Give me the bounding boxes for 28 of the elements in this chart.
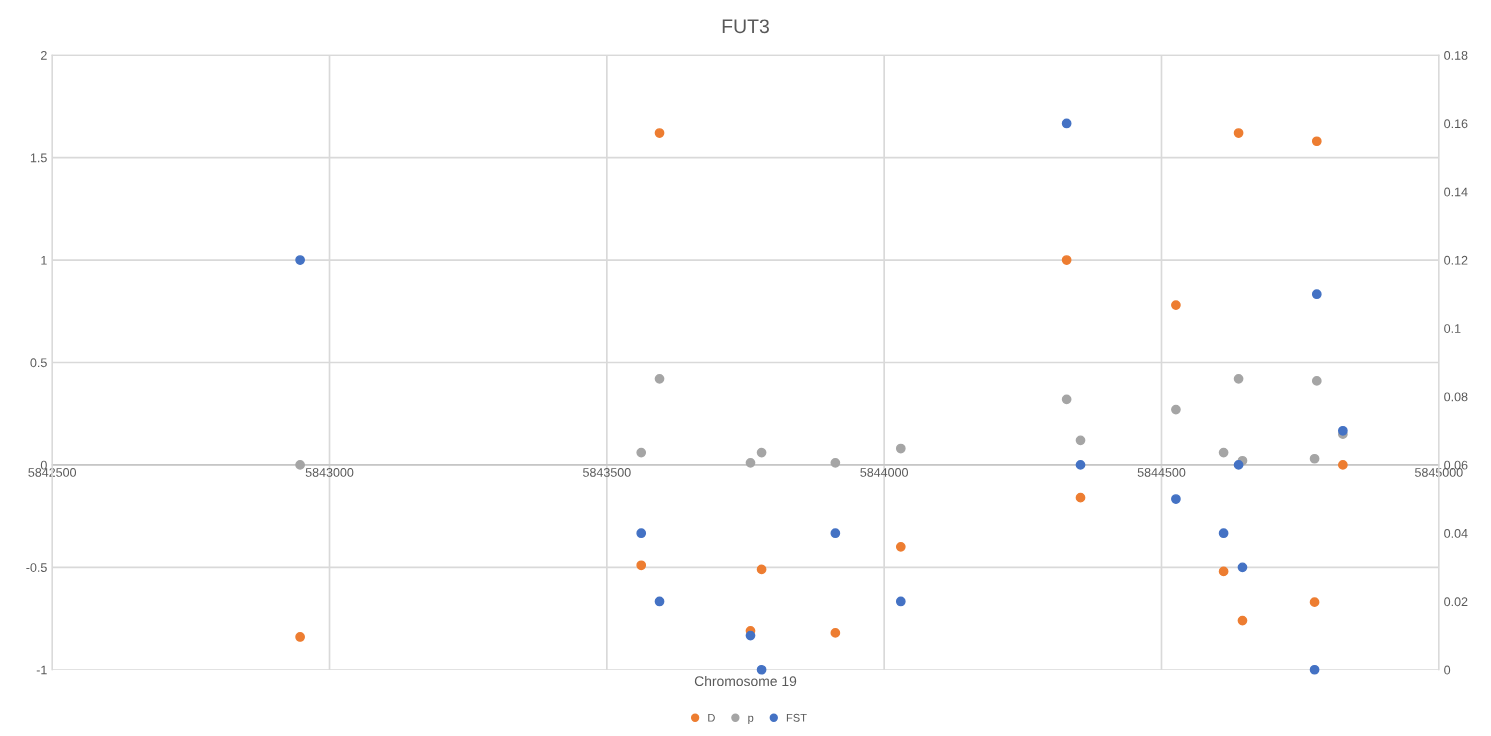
- y-tick-label: 0: [40, 460, 47, 470]
- y2-tick-label: 0.16: [1444, 119, 1468, 129]
- y2-tick-label: 0: [1444, 665, 1451, 675]
- y-tick-label: 2: [41, 51, 47, 60]
- x-tick-label: 5844500: [1137, 468, 1186, 477]
- y-tick-label: -1: [36, 665, 47, 675]
- y2-tick-label: 0.12: [1444, 255, 1468, 265]
- y2-tick-label: 0.18: [1444, 51, 1468, 60]
- y2-tick-label: 0.08: [1444, 392, 1468, 402]
- y-tick-label: 0.5: [30, 358, 47, 368]
- y2-tick-label: 0.02: [1444, 597, 1468, 607]
- legend-label: FST: [786, 713, 807, 722]
- y-tick-label: 1.5: [30, 153, 47, 163]
- y2-tick-label: 0.06: [1444, 460, 1468, 470]
- legend-label: D: [708, 713, 715, 722]
- y2-tick-label: 0.14: [1444, 187, 1468, 197]
- y-tick-label: -0.5: [26, 563, 47, 572]
- y2-tick-label: 0.1: [1444, 324, 1461, 333]
- y-tick-label: 1: [41, 255, 47, 265]
- x-tick-label: 5845000: [1414, 468, 1463, 477]
- x-tick-label: 5843500: [583, 468, 631, 477]
- x-tick-label: 5843000: [305, 468, 354, 477]
- x-tick-label: 5844000: [860, 468, 909, 477]
- y2-tick-label: 0.04: [1444, 528, 1468, 538]
- x-tick-label: 5842500: [28, 468, 77, 477]
- legend-label: p: [748, 715, 754, 724]
- x-axis-title: Chromosome 19: [694, 675, 797, 687]
- chart-title: FUT3: [722, 19, 769, 34]
